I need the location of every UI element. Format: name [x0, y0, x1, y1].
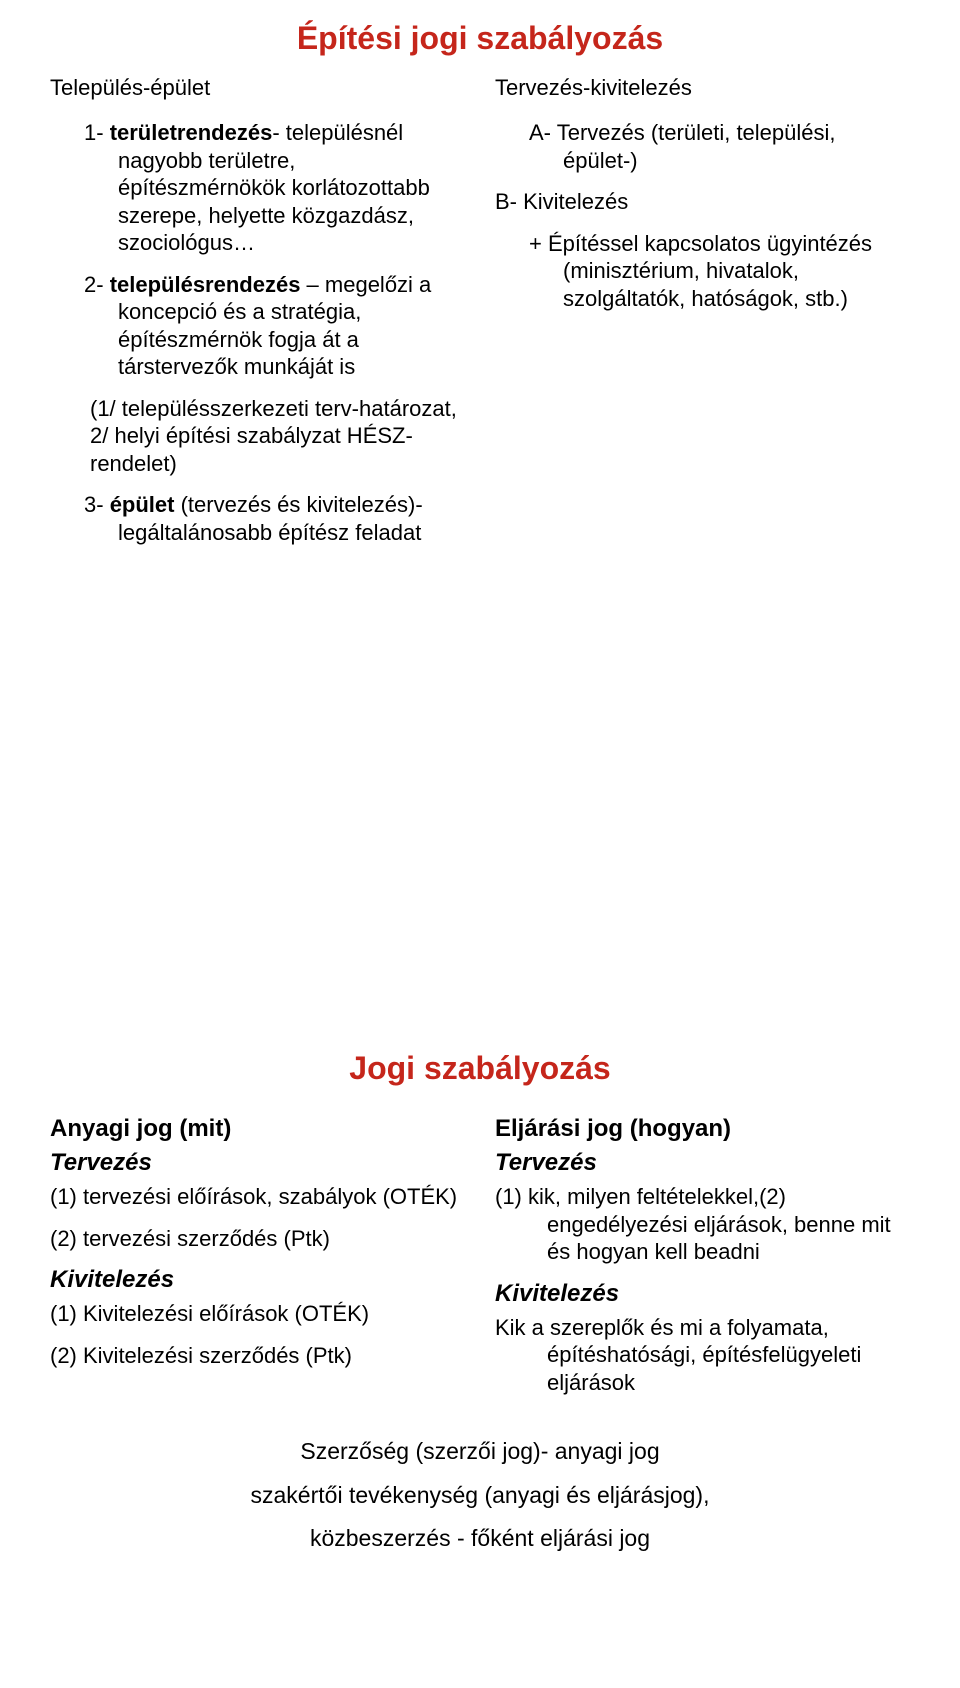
s2-right-h3: Kivitelezés — [495, 1280, 910, 1308]
s2-left-p4: (2) Kivitelezési szerződés (Ptk) — [50, 1342, 465, 1370]
s2-left-p2: (2) tervezési szerződés (Ptk) — [50, 1225, 465, 1253]
footer-l1: Szerzőség (szerzői jog)- anyagi jog — [50, 1430, 910, 1474]
s1-left-p2d: (1/ településszerkezeti terv-határozat, … — [50, 395, 465, 478]
s2-left-p3: (1) Kivitelezési előírások (OTÉK) — [50, 1300, 465, 1328]
s1-right-r3: + Építéssel kapcsolatos ügyintézés (mini… — [495, 230, 910, 313]
s2-right-p1: (1) kik, milyen feltételekkel,(2) engedé… — [495, 1183, 910, 1266]
section1-body: 1- területrendezés- településnél nagyobb… — [50, 119, 910, 560]
s1-right-r2: B- Kivitelezés — [495, 188, 910, 216]
section1-right-header: Tervezés-kivitelezés — [495, 75, 910, 101]
section1-left-col: Település-épület — [50, 75, 465, 119]
section1-left-header: Település-épület — [50, 75, 465, 101]
section1-right-col: Tervezés-kivitelezés — [495, 75, 910, 119]
section2-columns: Anyagi jog (mit) Tervezés (1) tervezési … — [50, 1115, 910, 1410]
section1-right-body: A- Tervezés (területi, települési, épüle… — [495, 119, 910, 560]
s1-right-r1: A- Tervezés (területi, települési, épüle… — [495, 119, 910, 174]
s1-left-p2: 2- településrendezés – megelőzi a koncep… — [50, 271, 465, 381]
section2-footer: Szerzőség (szerzői jog)- anyagi jog szak… — [50, 1430, 910, 1561]
s2-left-h2: Tervezés — [50, 1149, 465, 1177]
section1-left-body: 1- területrendezés- településnél nagyobb… — [50, 119, 465, 560]
s1-left-p1a: 1- — [84, 120, 110, 145]
s1-left-p3: 3- épület (tervezés és kivitelezés)- leg… — [50, 491, 465, 546]
s2-left-h3: Kivitelezés — [50, 1266, 465, 1294]
footer-l3: közbeszerzés - főként eljárási jog — [50, 1517, 910, 1561]
footer-l2: szakértői tevékenység (anyagi és eljárás… — [50, 1474, 910, 1518]
s2-right-p2: Kik a szereplők és mi a folyamata, építé… — [495, 1314, 910, 1397]
page: Építési jogi szabályozás Település-épüle… — [0, 0, 960, 1601]
s2-right-h2: Tervezés — [495, 1149, 910, 1177]
section2-right: Eljárási jog (hogyan) Tervezés (1) kik, … — [495, 1115, 910, 1410]
s1-left-p2b: településrendezés — [110, 272, 301, 297]
s1-left-p3b: épület — [110, 492, 175, 517]
s1-left-p3a: 3- — [84, 492, 110, 517]
section1-title: Építési jogi szabályozás — [50, 20, 910, 57]
section2-title: Jogi szabályozás — [50, 1050, 910, 1087]
section1-columns: Település-épület Tervezés-kivitelezés — [50, 75, 910, 119]
section2-left: Anyagi jog (mit) Tervezés (1) tervezési … — [50, 1115, 465, 1410]
s2-left-p1: (1) tervezési előírások, szabályok (OTÉK… — [50, 1183, 465, 1211]
s1-left-p1b: területrendezés — [110, 120, 273, 145]
s2-left-h1: Anyagi jog (mit) — [50, 1115, 465, 1143]
s1-left-p2a: 2- — [84, 272, 110, 297]
s2-right-h1: Eljárási jog (hogyan) — [495, 1115, 910, 1143]
s1-left-p1: 1- területrendezés- településnél nagyobb… — [50, 119, 465, 257]
